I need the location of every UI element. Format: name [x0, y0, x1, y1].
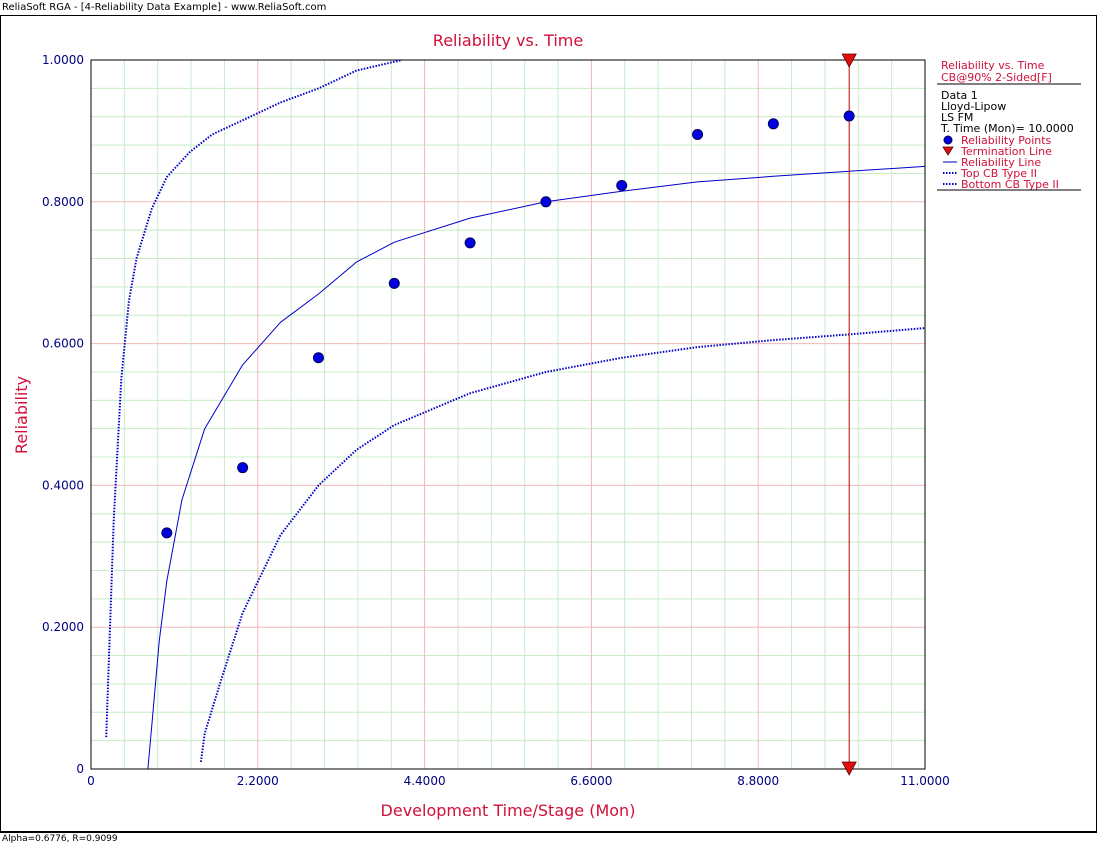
x-tick-label: 0 [87, 774, 95, 788]
y-tick-label: 1.0000 [42, 53, 84, 67]
x-tick-label: 11.0000 [900, 774, 950, 788]
legend-termination-icon [942, 146, 954, 156]
x-tick-label: 4.4000 [404, 774, 446, 788]
reliability-point [312, 352, 324, 364]
legend-info-termination-time: T. Time (Mon)= 10.0000 [940, 122, 1074, 135]
reliability-line [147, 165, 926, 770]
reliability-point [540, 196, 552, 208]
legend-subheading: CB@90% 2-Sided[F] [941, 71, 1052, 84]
y-tick-label: 0.4000 [42, 478, 84, 492]
y-tick-label: 0.6000 [42, 337, 84, 351]
legend: Reliability vs. Time CB@90% 2-Sided[F] D… [937, 59, 1081, 191]
legend-info-method: LS FM [941, 111, 973, 124]
y-axis-label: Reliability [12, 376, 31, 454]
legend-info-model: Lloyd-Lipow [941, 100, 1006, 113]
reliability-point [843, 110, 855, 122]
reliability-chart: 0 2.2000 4.4000 6.6000 8.8000 11.0000 0 0.2000… [12, 31, 1081, 820]
legend-entry-bottom-cb: Bottom CB Type II [961, 178, 1059, 191]
legend-info-data: Data 1 [941, 89, 978, 102]
series-lines [105, 59, 926, 770]
reliability-point [464, 237, 476, 249]
legend-heading: Reliability vs. Time [941, 59, 1045, 72]
chart-title: Reliability vs. Time [433, 31, 583, 50]
termination-marker-bottom [841, 761, 857, 776]
legend-entry-reliability-points: Reliability Points [961, 134, 1052, 147]
reliability-point [767, 118, 779, 130]
x-tick-label: 6.6000 [570, 774, 612, 788]
x-tick-labels: 0 2.2000 4.4000 6.6000 8.8000 11.0000 [87, 774, 950, 788]
termination-marker-top [841, 53, 857, 68]
window-title: ReliaSoft RGA - [4-Reliability Data Exam… [0, 0, 1097, 16]
reliability-point [161, 527, 173, 539]
reliability-points [161, 110, 855, 539]
y-tick-label: 0 [76, 762, 84, 776]
x-axis-label: Development Time/Stage (Mon) [381, 801, 636, 820]
top-cb-line [105, 59, 403, 738]
y-tick-label: 0.2000 [42, 620, 84, 634]
y-tick-label: 0.8000 [42, 195, 84, 209]
legend-entry-reliability-line: Reliability Line [961, 156, 1041, 169]
plot-area [90, 59, 926, 770]
reliability-point [616, 179, 628, 191]
bottom-cb-line [199, 327, 926, 763]
x-tick-label: 8.8000 [737, 774, 779, 788]
legend-entry-termination-line: Termination Line [960, 145, 1052, 158]
minor-grid [91, 60, 925, 769]
major-grid [90, 59, 926, 770]
legend-entry-top-cb: Top CB Type II [960, 167, 1037, 180]
reliability-point [237, 462, 249, 474]
y-tick-labels: 0 0.2000 0.4000 0.6000 0.8000 1.0000 [42, 53, 84, 776]
status-bar: Alpha=0.6776, R=0.9099 [0, 832, 1097, 846]
x-tick-label: 2.2000 [237, 774, 279, 788]
termination-line-group [841, 53, 857, 776]
legend-points-icon [943, 135, 953, 145]
reliability-point [692, 128, 704, 140]
reliability-point [388, 277, 400, 289]
